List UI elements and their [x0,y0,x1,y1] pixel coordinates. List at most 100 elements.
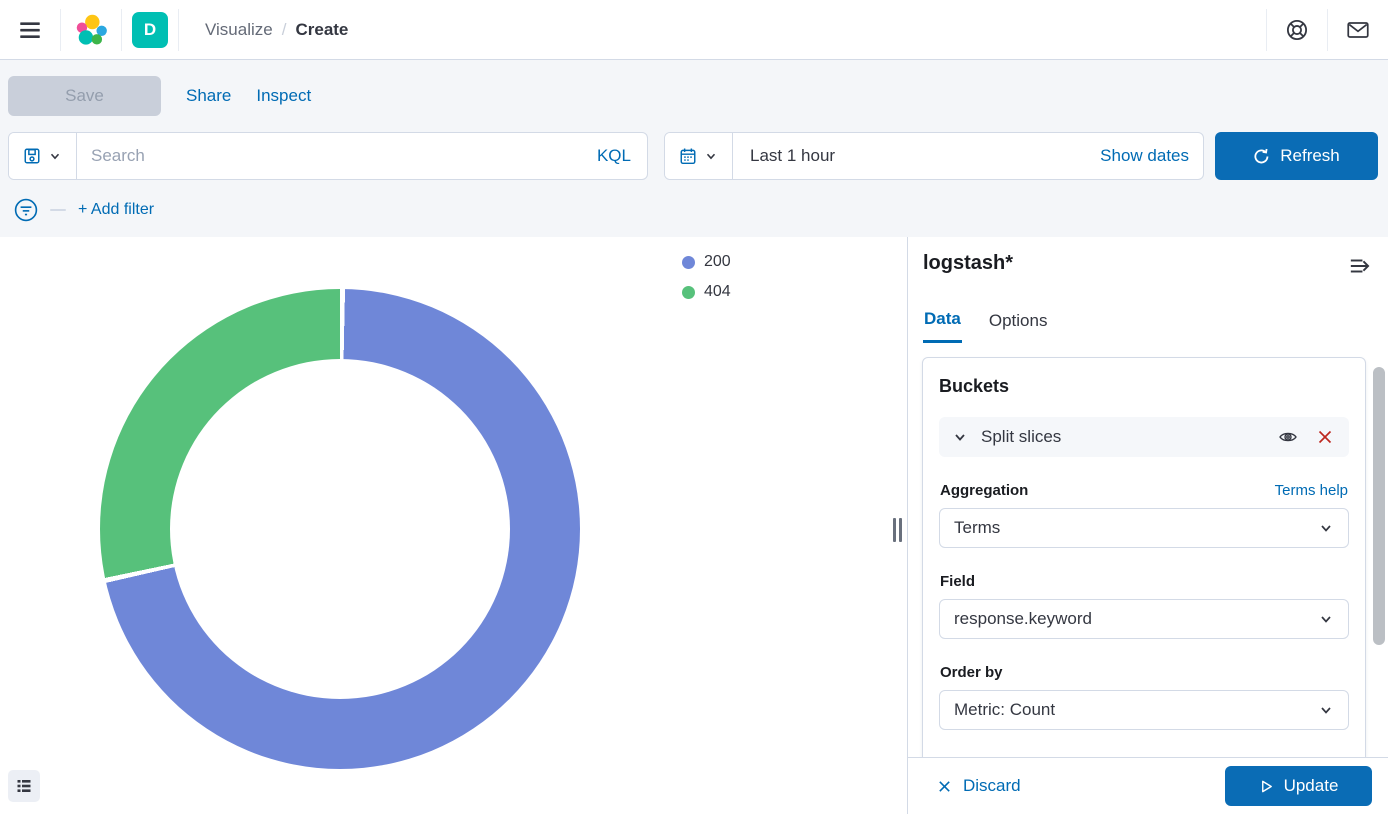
header-separator [60,8,61,51]
update-label: Update [1283,776,1339,795]
kql-button[interactable]: KQL [581,146,647,166]
update-button[interactable]: Update [1225,766,1372,806]
filter-dash [50,209,66,211]
search-input[interactable] [77,133,581,179]
menu-button[interactable] [10,10,50,50]
aggregation-select[interactable]: Terms [939,508,1349,548]
chevron-down-icon [1321,616,1331,623]
time-range-value[interactable]: Last 1 hour [750,146,836,165]
split-slices-label: Split slices [981,427,1062,446]
add-filter-button[interactable]: + Add filter [78,201,155,218]
panel-footer: Discard Update [908,757,1388,814]
panel-scrollbar-thumb[interactable] [1373,367,1385,645]
terms-help-link[interactable]: Terms help [1274,482,1348,499]
legend-label-404: 404 [704,283,731,300]
split-slices-row[interactable]: Split slices [939,417,1349,457]
refresh-button[interactable]: Refresh [1215,132,1378,180]
query-bar: KQL [8,132,648,180]
refresh-label: Refresh [1280,146,1340,165]
legend-label-200: 200 [704,253,731,270]
tab-data[interactable]: Data [923,309,962,343]
order-by-label: Order by [940,664,1003,681]
field-label-row: Field [940,573,1348,590]
filter-menu-button[interactable] [12,196,40,224]
actions-row: Save Share Inspect [8,76,311,116]
discard-button[interactable]: Discard [937,776,1021,796]
legend-toggle-icon [17,780,31,792]
save-button[interactable]: Save [8,76,161,116]
chevron-down-icon [1321,525,1331,532]
tab-options[interactable]: Options [988,309,1049,343]
discard-x-icon [939,780,950,792]
order-by-select[interactable]: Metric: Count [939,690,1349,730]
field-value: response.keyword [954,609,1092,628]
buckets-heading: Buckets [939,376,1010,396]
share-button[interactable]: Share [186,86,232,105]
chevron-down-icon [1321,707,1331,714]
chevron-down-icon [50,153,60,160]
inspect-button[interactable]: Inspect [256,86,312,105]
saved-query-menu-button[interactable] [9,133,77,179]
field-select[interactable]: response.keyword [939,599,1349,639]
query-row: KQL Last 1 hour [8,132,1378,180]
chevron-down-icon [706,153,716,160]
elastic-logo-icon [76,14,107,45]
chart-area: 200 404 [0,237,908,814]
legend-dot-200 [682,255,695,269]
mail-button[interactable] [1338,10,1378,50]
header-separator [1266,8,1267,51]
header-separator [121,8,122,51]
index-pattern-title: logstash* [923,252,1014,274]
calendar-icon [680,148,696,165]
split-actions [1277,426,1336,448]
visualization-editor-panel: logstash* Data Options Buckets [908,237,1388,814]
lifebuoy-icon [1286,19,1308,40]
editor-tabs: Data Options [923,309,1048,343]
collapse-panel-icon [1350,259,1370,272]
date-picker: Last 1 hour Show dates [664,132,1204,180]
legend-item-404[interactable]: 404 [682,283,731,301]
save-query-icon [24,148,40,164]
chart-legend: 200 404 [682,253,731,313]
remove-x-icon [1318,430,1332,444]
space-badge[interactable]: D [132,11,168,48]
elastic-logo-button[interactable] [71,10,111,50]
breadcrumb-visualize[interactable]: Visualize [205,19,273,39]
legend-item-200[interactable]: 200 [682,253,731,271]
hamburger-icon [20,21,40,38]
refresh-icon [1254,148,1269,163]
order-by-value: Metric: Count [954,700,1056,719]
eye-icon [1279,432,1297,442]
breadcrumb-current: Create [295,19,349,39]
date-quick-menu-button[interactable] [665,133,733,179]
header-separator [1327,8,1328,51]
toggle-visibility-button[interactable] [1277,426,1299,448]
chevron-down-icon [955,434,965,441]
legend-dot-404 [682,285,695,299]
legend-toggle-button[interactable] [8,770,40,802]
header-right [1256,8,1378,51]
header-separator [178,8,179,51]
order-by-label-row: Order by [940,664,1348,681]
show-dates-button[interactable]: Show dates [1086,146,1203,166]
top-header: D Visualize / Create [0,0,1388,60]
donut-hole [170,359,510,699]
main-content: 200 404 logstash* [0,237,1388,814]
panel-resize-handle[interactable] [888,512,906,548]
breadcrumb-separator: / [281,19,287,39]
discard-label: Discard [963,776,1021,795]
aggregation-value: Terms [954,518,1001,537]
aggregation-label: Aggregation [940,482,1029,499]
breadcrumb: Visualize / Create [205,20,348,40]
mail-icon [1347,21,1369,38]
buckets-card: Buckets Split slices [922,357,1366,787]
donut-chart[interactable] [100,289,580,769]
field-label: Field [940,573,976,590]
remove-bucket-button[interactable] [1314,426,1336,448]
help-button[interactable] [1277,10,1317,50]
toolbar-strip: Save Share Inspect KQL [0,60,1388,237]
filter-row: + Add filter [12,196,154,224]
collapse-panel-button[interactable] [1346,253,1374,281]
aggregation-label-row: Aggregation Terms help [940,482,1348,499]
